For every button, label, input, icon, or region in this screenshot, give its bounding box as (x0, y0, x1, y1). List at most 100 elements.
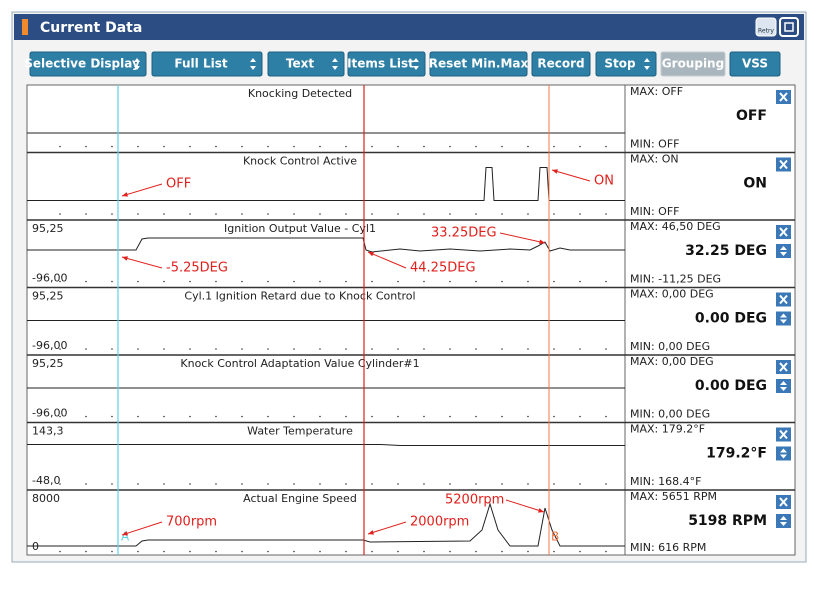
trace (27, 167, 625, 201)
tick-dot (215, 213, 217, 215)
toolbar-button[interactable] (531, 51, 591, 77)
tick-dot (215, 280, 217, 283)
sort-icon (780, 381, 787, 391)
toolbar-button[interactable] (151, 51, 263, 77)
toolbar-button[interactable] (729, 51, 781, 77)
sort-button[interactable] (776, 514, 791, 528)
toolbar-label: Reset Min.Max (429, 57, 529, 71)
panel-title: Knocking Detected (248, 87, 352, 100)
scale-bottom: -96,00 (32, 407, 67, 420)
close-icon (779, 294, 788, 305)
close-icon (779, 92, 788, 102)
tick-dot (449, 348, 451, 350)
trace (27, 444, 625, 446)
tick-dot (319, 415, 321, 418)
tick-dot (137, 213, 139, 215)
spin-icon (332, 58, 338, 70)
tick-dot (137, 415, 139, 418)
annotation: 44.25DEG (410, 261, 476, 276)
tick-dot (423, 145, 425, 148)
toolbar-button[interactable] (347, 51, 426, 77)
tick-dot (345, 415, 347, 418)
toolbar-label: Stop (604, 57, 636, 71)
tick-dot (553, 550, 555, 553)
min-label: MIN: -11,25 DEG (630, 273, 721, 286)
arrow-head (539, 239, 545, 245)
tick-dot (59, 415, 61, 418)
tick-dot (345, 145, 347, 148)
min-label: MIN: OFF (630, 205, 679, 218)
toolbar-label: VSS (742, 57, 768, 71)
tick-dot (293, 280, 295, 283)
sort-button[interactable] (776, 311, 791, 326)
min-label: MIN: 616 RPM (630, 541, 706, 554)
content: Selective Display Full List Text Items List… (24, 51, 795, 555)
toolbar-label: Selective Display (24, 57, 140, 71)
tick-dot (241, 145, 243, 148)
scale-bottom: -96,00 (32, 339, 67, 352)
sort-button[interactable] (776, 446, 791, 461)
toolbar-button[interactable] (429, 51, 528, 77)
tick-dot (137, 550, 139, 553)
tick-dot (475, 483, 477, 485)
tick-dot (527, 280, 529, 283)
annotation-arrow (121, 183, 163, 197)
tick-dot (59, 145, 61, 148)
tick-dot (319, 348, 321, 350)
sort-button[interactable] (776, 379, 791, 393)
tick-dot (293, 483, 295, 485)
annotation-arrow (121, 256, 163, 269)
tick-dot (267, 348, 269, 350)
tick-dot (423, 415, 425, 418)
toolbar-button[interactable] (29, 51, 147, 77)
toolbar-button[interactable] (595, 51, 657, 77)
retry-button[interactable] (755, 17, 777, 37)
tick-dot (163, 280, 165, 283)
tick-dot (501, 145, 503, 148)
tick-dot (111, 483, 113, 485)
tick-dot (241, 550, 243, 553)
tick-dot (319, 213, 321, 215)
cursor-label: B (551, 530, 559, 544)
tick-dot (189, 145, 191, 148)
toolbar-button[interactable] (660, 51, 726, 77)
arrow-head (122, 531, 128, 536)
tick-dot (501, 483, 503, 485)
tick-dot (423, 550, 425, 553)
max-label: MAX: OFF (630, 85, 683, 98)
annotation: ON (594, 174, 614, 189)
tick-dot (397, 145, 399, 148)
maximize-icon (784, 22, 794, 32)
current-value: 5198 RPM (688, 513, 767, 529)
tick-dot (579, 483, 581, 485)
scale-top: 95,25 (32, 290, 64, 303)
panel-title: Ignition Output Value - Cyl1 (224, 222, 376, 235)
tick-dot (527, 145, 529, 148)
tick-dot (241, 280, 243, 283)
tick-dot (501, 415, 503, 418)
tick-dot (475, 550, 477, 553)
scale-bottom: -48,0 (32, 474, 60, 487)
tick-dot (215, 550, 217, 553)
current-value: 0.00 DEG (695, 311, 767, 327)
retry-label: Retry (758, 28, 774, 35)
sort-icon (780, 516, 787, 526)
tick-dot (605, 213, 607, 215)
arrow-head (538, 508, 544, 513)
tick-dot (189, 213, 191, 215)
tick-dot (475, 415, 477, 418)
tick-dot (85, 213, 87, 215)
sort-button[interactable] (776, 244, 791, 258)
tick-dot (605, 483, 607, 485)
window-title: Current Data (40, 20, 142, 36)
tick-dot (423, 280, 425, 283)
tick-dot (59, 483, 61, 485)
tick-dot (371, 550, 373, 553)
scale-bottom: 0 (32, 540, 39, 553)
tick-dot (501, 280, 503, 283)
tick-dot (527, 483, 529, 485)
tick-dot (449, 280, 451, 283)
toolbar-button[interactable] (267, 51, 345, 77)
maximize-button[interactable] (779, 17, 799, 37)
tick-dot (163, 145, 165, 148)
